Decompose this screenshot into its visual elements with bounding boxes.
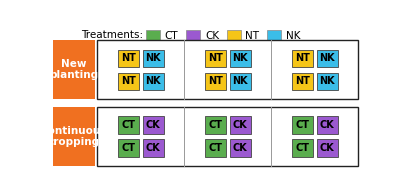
FancyBboxPatch shape [317,140,338,157]
FancyBboxPatch shape [205,50,226,67]
Text: NT: NT [121,76,136,86]
FancyBboxPatch shape [143,73,164,90]
FancyBboxPatch shape [230,116,251,134]
Text: CK: CK [205,31,219,41]
FancyBboxPatch shape [317,50,338,67]
FancyBboxPatch shape [292,73,313,90]
FancyBboxPatch shape [317,73,338,90]
Text: NK: NK [146,53,161,63]
Text: NK: NK [146,76,161,86]
FancyBboxPatch shape [292,140,313,157]
FancyBboxPatch shape [227,30,241,40]
Text: CT: CT [208,143,222,153]
FancyBboxPatch shape [118,73,139,90]
Text: NK: NK [320,53,335,63]
Text: NK: NK [320,76,335,86]
Text: CK: CK [320,120,335,130]
FancyBboxPatch shape [143,140,164,157]
FancyBboxPatch shape [267,30,281,40]
FancyBboxPatch shape [230,140,251,157]
Text: CT: CT [122,143,136,153]
Text: NT: NT [208,76,223,86]
FancyBboxPatch shape [317,116,338,134]
FancyBboxPatch shape [205,140,226,157]
Text: CT: CT [208,120,222,130]
Text: NK: NK [286,31,300,41]
Text: NT: NT [208,53,223,63]
Text: Continuous
cropping: Continuous cropping [41,126,107,147]
FancyBboxPatch shape [292,116,313,134]
Text: New
planting: New planting [50,59,98,80]
FancyBboxPatch shape [98,40,358,99]
FancyBboxPatch shape [146,30,160,40]
Text: NT: NT [121,53,136,63]
FancyBboxPatch shape [205,116,226,134]
FancyBboxPatch shape [118,50,139,67]
FancyBboxPatch shape [230,50,251,67]
Text: Treatments:: Treatments: [81,30,143,40]
Text: NK: NK [232,76,248,86]
Text: NT: NT [245,31,259,41]
FancyBboxPatch shape [230,73,251,90]
Text: CT: CT [296,143,310,153]
Text: NK: NK [232,53,248,63]
Text: CT: CT [296,120,310,130]
FancyBboxPatch shape [118,140,139,157]
Text: CT: CT [165,31,178,41]
Text: NT: NT [295,53,310,63]
Text: NT: NT [295,76,310,86]
FancyBboxPatch shape [143,50,164,67]
FancyBboxPatch shape [53,107,95,166]
Text: CK: CK [146,143,161,153]
FancyBboxPatch shape [205,73,226,90]
Text: CT: CT [122,120,136,130]
Text: CK: CK [233,143,248,153]
FancyBboxPatch shape [143,116,164,134]
FancyBboxPatch shape [186,30,200,40]
FancyBboxPatch shape [292,50,313,67]
FancyBboxPatch shape [53,40,95,99]
FancyBboxPatch shape [118,116,139,134]
Text: CK: CK [233,120,248,130]
Text: CK: CK [320,143,335,153]
FancyBboxPatch shape [98,107,358,166]
Text: CK: CK [146,120,161,130]
